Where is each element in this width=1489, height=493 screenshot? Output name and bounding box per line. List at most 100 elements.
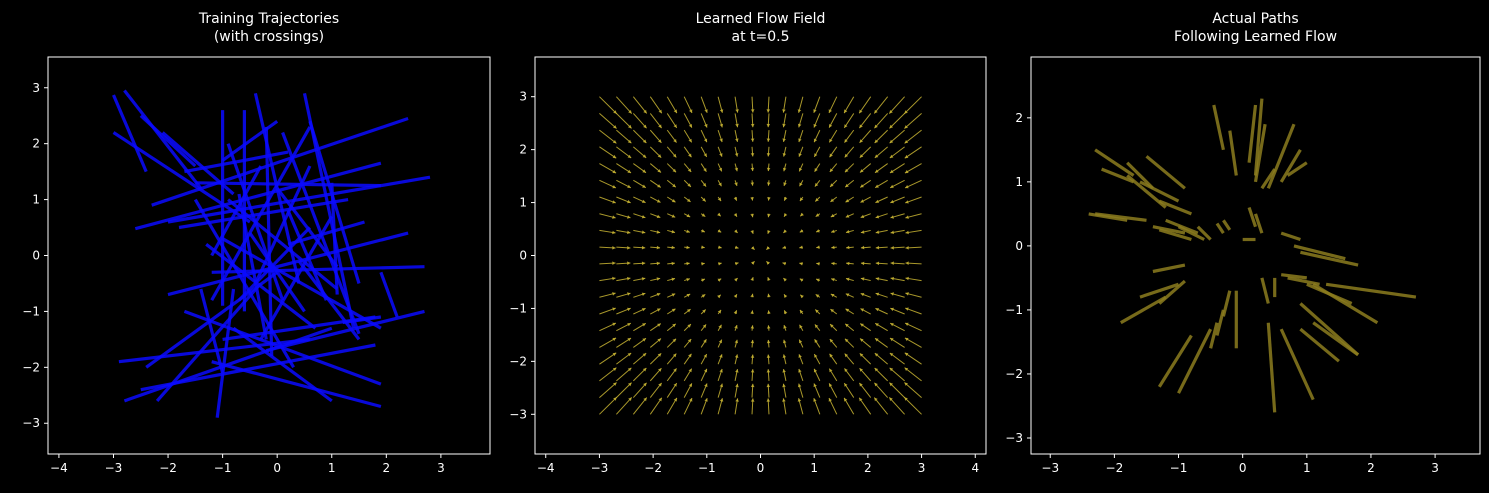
- flow-arrow-head: [875, 245, 880, 250]
- flow-arrow-head: [860, 308, 865, 312]
- flow-arrow: [904, 129, 922, 144]
- flow-arrow-head: [766, 138, 771, 142]
- flow-arrow-head: [641, 245, 646, 250]
- flow-arrow-head: [687, 339, 692, 343]
- flow-arrow-head: [889, 353, 894, 357]
- flow-arrow-head: [673, 124, 677, 128]
- flow-arrow-head: [642, 154, 647, 158]
- flow-arrow-head: [874, 124, 878, 129]
- y-tick-label: 0: [32, 249, 40, 263]
- flow-arrow-head: [889, 154, 894, 158]
- flow-arrow-head: [829, 353, 833, 358]
- flow-arrow-head: [627, 353, 632, 357]
- flow-arrow-head: [750, 153, 755, 157]
- x-tick-label: 3: [1431, 461, 1439, 475]
- flow-arrow-head: [641, 261, 646, 266]
- flow-arrow-head: [627, 323, 631, 327]
- x-tick-label: 3: [918, 461, 926, 475]
- flow-arrow-head: [799, 262, 803, 266]
- flow-arrow-head: [656, 292, 661, 297]
- flow-arrow-head: [831, 261, 835, 266]
- flow-arrow-head: [734, 354, 739, 358]
- flow-arrow-head: [783, 182, 787, 186]
- flow-arrow-head: [859, 353, 864, 357]
- trajectory-line: [1266, 322, 1277, 413]
- flow-arrow-head: [735, 398, 739, 402]
- flow-arrow-head: [641, 308, 646, 312]
- flow-arrow-head: [686, 213, 691, 217]
- trajectory-line: [1325, 282, 1417, 299]
- flow-arrow-head: [798, 138, 802, 142]
- flow-arrow-head: [672, 353, 677, 358]
- flow-arrow-head: [688, 368, 692, 373]
- y-tick-label: 3: [519, 90, 527, 104]
- flow-arrow-head: [658, 109, 662, 114]
- trajectory-line: [308, 120, 361, 284]
- flow-arrow-head: [734, 153, 739, 157]
- flow-arrow-head: [904, 140, 909, 144]
- flow-arrow-head: [766, 153, 771, 157]
- flow-arrow-head: [782, 369, 786, 373]
- flow-arrow-head: [874, 382, 878, 387]
- trajectory-line: [1293, 244, 1346, 261]
- y-tick-label: −1: [1005, 303, 1023, 317]
- flow-arrow-head: [860, 169, 864, 173]
- flow-arrow-head: [671, 245, 675, 250]
- flow-arrow-head: [845, 293, 850, 297]
- flow-arrow-head: [627, 199, 631, 204]
- flow-arrow-head: [628, 382, 632, 387]
- flow-arrow-head: [875, 230, 880, 234]
- flow-arrow-head: [813, 123, 817, 128]
- trajectory-line: [1253, 213, 1264, 234]
- flow-arrow-head: [658, 397, 662, 402]
- flow-arrow-head: [766, 123, 771, 128]
- flow-arrow-head: [904, 125, 908, 129]
- trajectory-line: [1228, 130, 1238, 176]
- flow-arrow-head: [859, 109, 863, 114]
- flow-arrow-head: [816, 262, 820, 266]
- x-tick-label: −2: [1106, 461, 1124, 475]
- flow-arrow-head: [718, 324, 722, 329]
- trajectory-line: [1158, 199, 1192, 216]
- y-tick-label: −2: [509, 354, 527, 368]
- flow-arrow-head: [815, 213, 820, 217]
- flow-arrow-head: [672, 338, 677, 343]
- flow-arrow-head: [846, 261, 850, 266]
- flow-arrow-head: [874, 353, 879, 357]
- trajectory-line: [155, 282, 262, 402]
- flow-arrow-head: [783, 229, 787, 233]
- flow-arrow-head: [735, 383, 739, 388]
- trajectory-line: [1209, 322, 1219, 349]
- flow-arrow-head: [751, 246, 755, 250]
- y-tick-label: −3: [509, 407, 527, 421]
- flow-arrow-head: [627, 169, 631, 173]
- trajectory-line: [1312, 282, 1379, 325]
- flow-arrow-head: [814, 339, 818, 343]
- flow-arrow-head: [875, 323, 879, 327]
- flow-arrow-head: [612, 246, 616, 250]
- flow-arrow-head: [829, 124, 833, 128]
- flow-arrow-head: [845, 199, 850, 203]
- chart-title-line: Actual Paths: [1212, 11, 1298, 27]
- flow-arrow-head: [829, 339, 834, 343]
- trajectory-line: [1280, 231, 1301, 242]
- trajectory-line: [1312, 321, 1360, 357]
- trajectory-line: [1139, 180, 1180, 203]
- flow-arrow-head: [613, 110, 617, 114]
- flow-arrow-head: [688, 124, 692, 128]
- flow-arrow-head: [735, 138, 739, 142]
- y-tick-label: −3: [1005, 431, 1023, 445]
- flow-arrow-head: [641, 199, 646, 203]
- flow-arrow: [599, 96, 618, 115]
- flow-arrow-head: [704, 123, 708, 128]
- flow-arrow-head: [702, 324, 707, 329]
- flow-arrow-head: [814, 182, 819, 187]
- flow-arrow-head: [859, 383, 863, 387]
- flow-arrow-head: [688, 353, 692, 358]
- flow-arrow-head: [889, 382, 893, 387]
- trajectory-line: [1300, 250, 1359, 267]
- flow-arrow-head: [627, 307, 631, 312]
- flow-arrow-head: [905, 215, 909, 219]
- flow-arrow-head: [782, 245, 787, 249]
